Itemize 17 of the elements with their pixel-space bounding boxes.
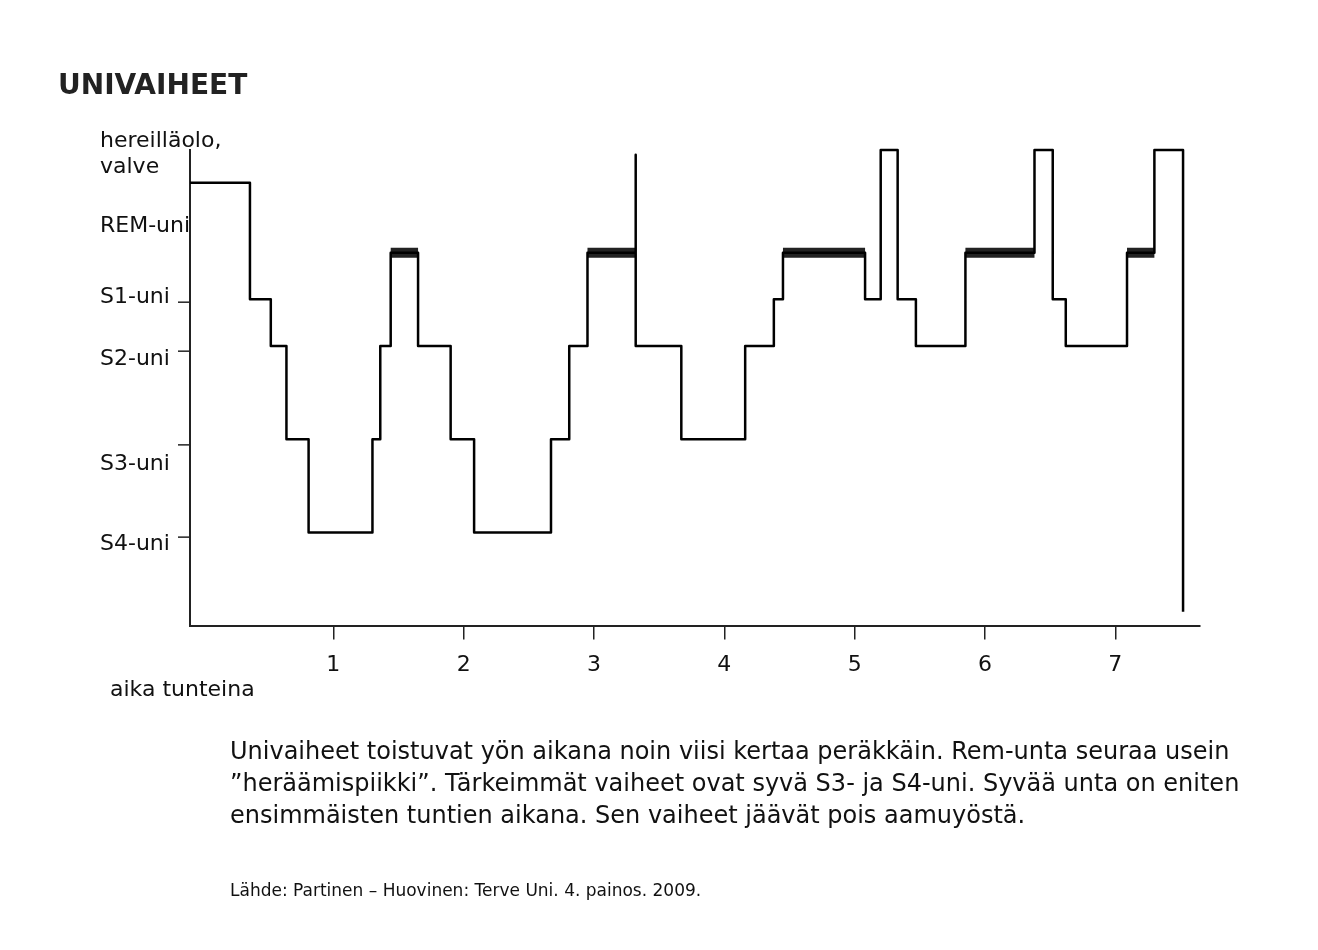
text: S2-uni — [100, 344, 170, 370]
text: Lähde: Partinen – Huovinen: Terve Uni. 4. painos. 2009. — [230, 880, 702, 900]
x-tick-label: 5 — [847, 650, 862, 676]
chart-title: UNIVAIHEET — [58, 68, 248, 101]
x-tick-label: 4 — [717, 650, 732, 676]
x-tick-label: 6 — [977, 650, 992, 676]
text: S3-uni — [100, 449, 170, 475]
annotation: hereilläolo, valve — [100, 127, 222, 179]
annotation: REM-uni — [100, 211, 191, 237]
text: S1-uni — [100, 283, 170, 309]
text: S4-uni — [100, 530, 170, 556]
text: Univaiheet toistuvat yön aikana noin viisi kertaa peräkkäin. Rem-unta seuraa usein ”heräämispiikki”. Tärkeimmät vaiheet ovat syvä S3- ja S4-uni. Syvää unta on eniten ensimmäisten tuntien aikana. Sen vaiheet jäävät pois aamuyöstä. — [230, 736, 1241, 831]
x-axis-title: aika tunteina — [110, 676, 255, 701]
x-tick-label: 2 — [456, 650, 471, 676]
x-tick-label: 7 — [1108, 650, 1123, 676]
x-tick-label: 3 — [587, 650, 601, 676]
x-tick-label: 1 — [326, 650, 341, 676]
